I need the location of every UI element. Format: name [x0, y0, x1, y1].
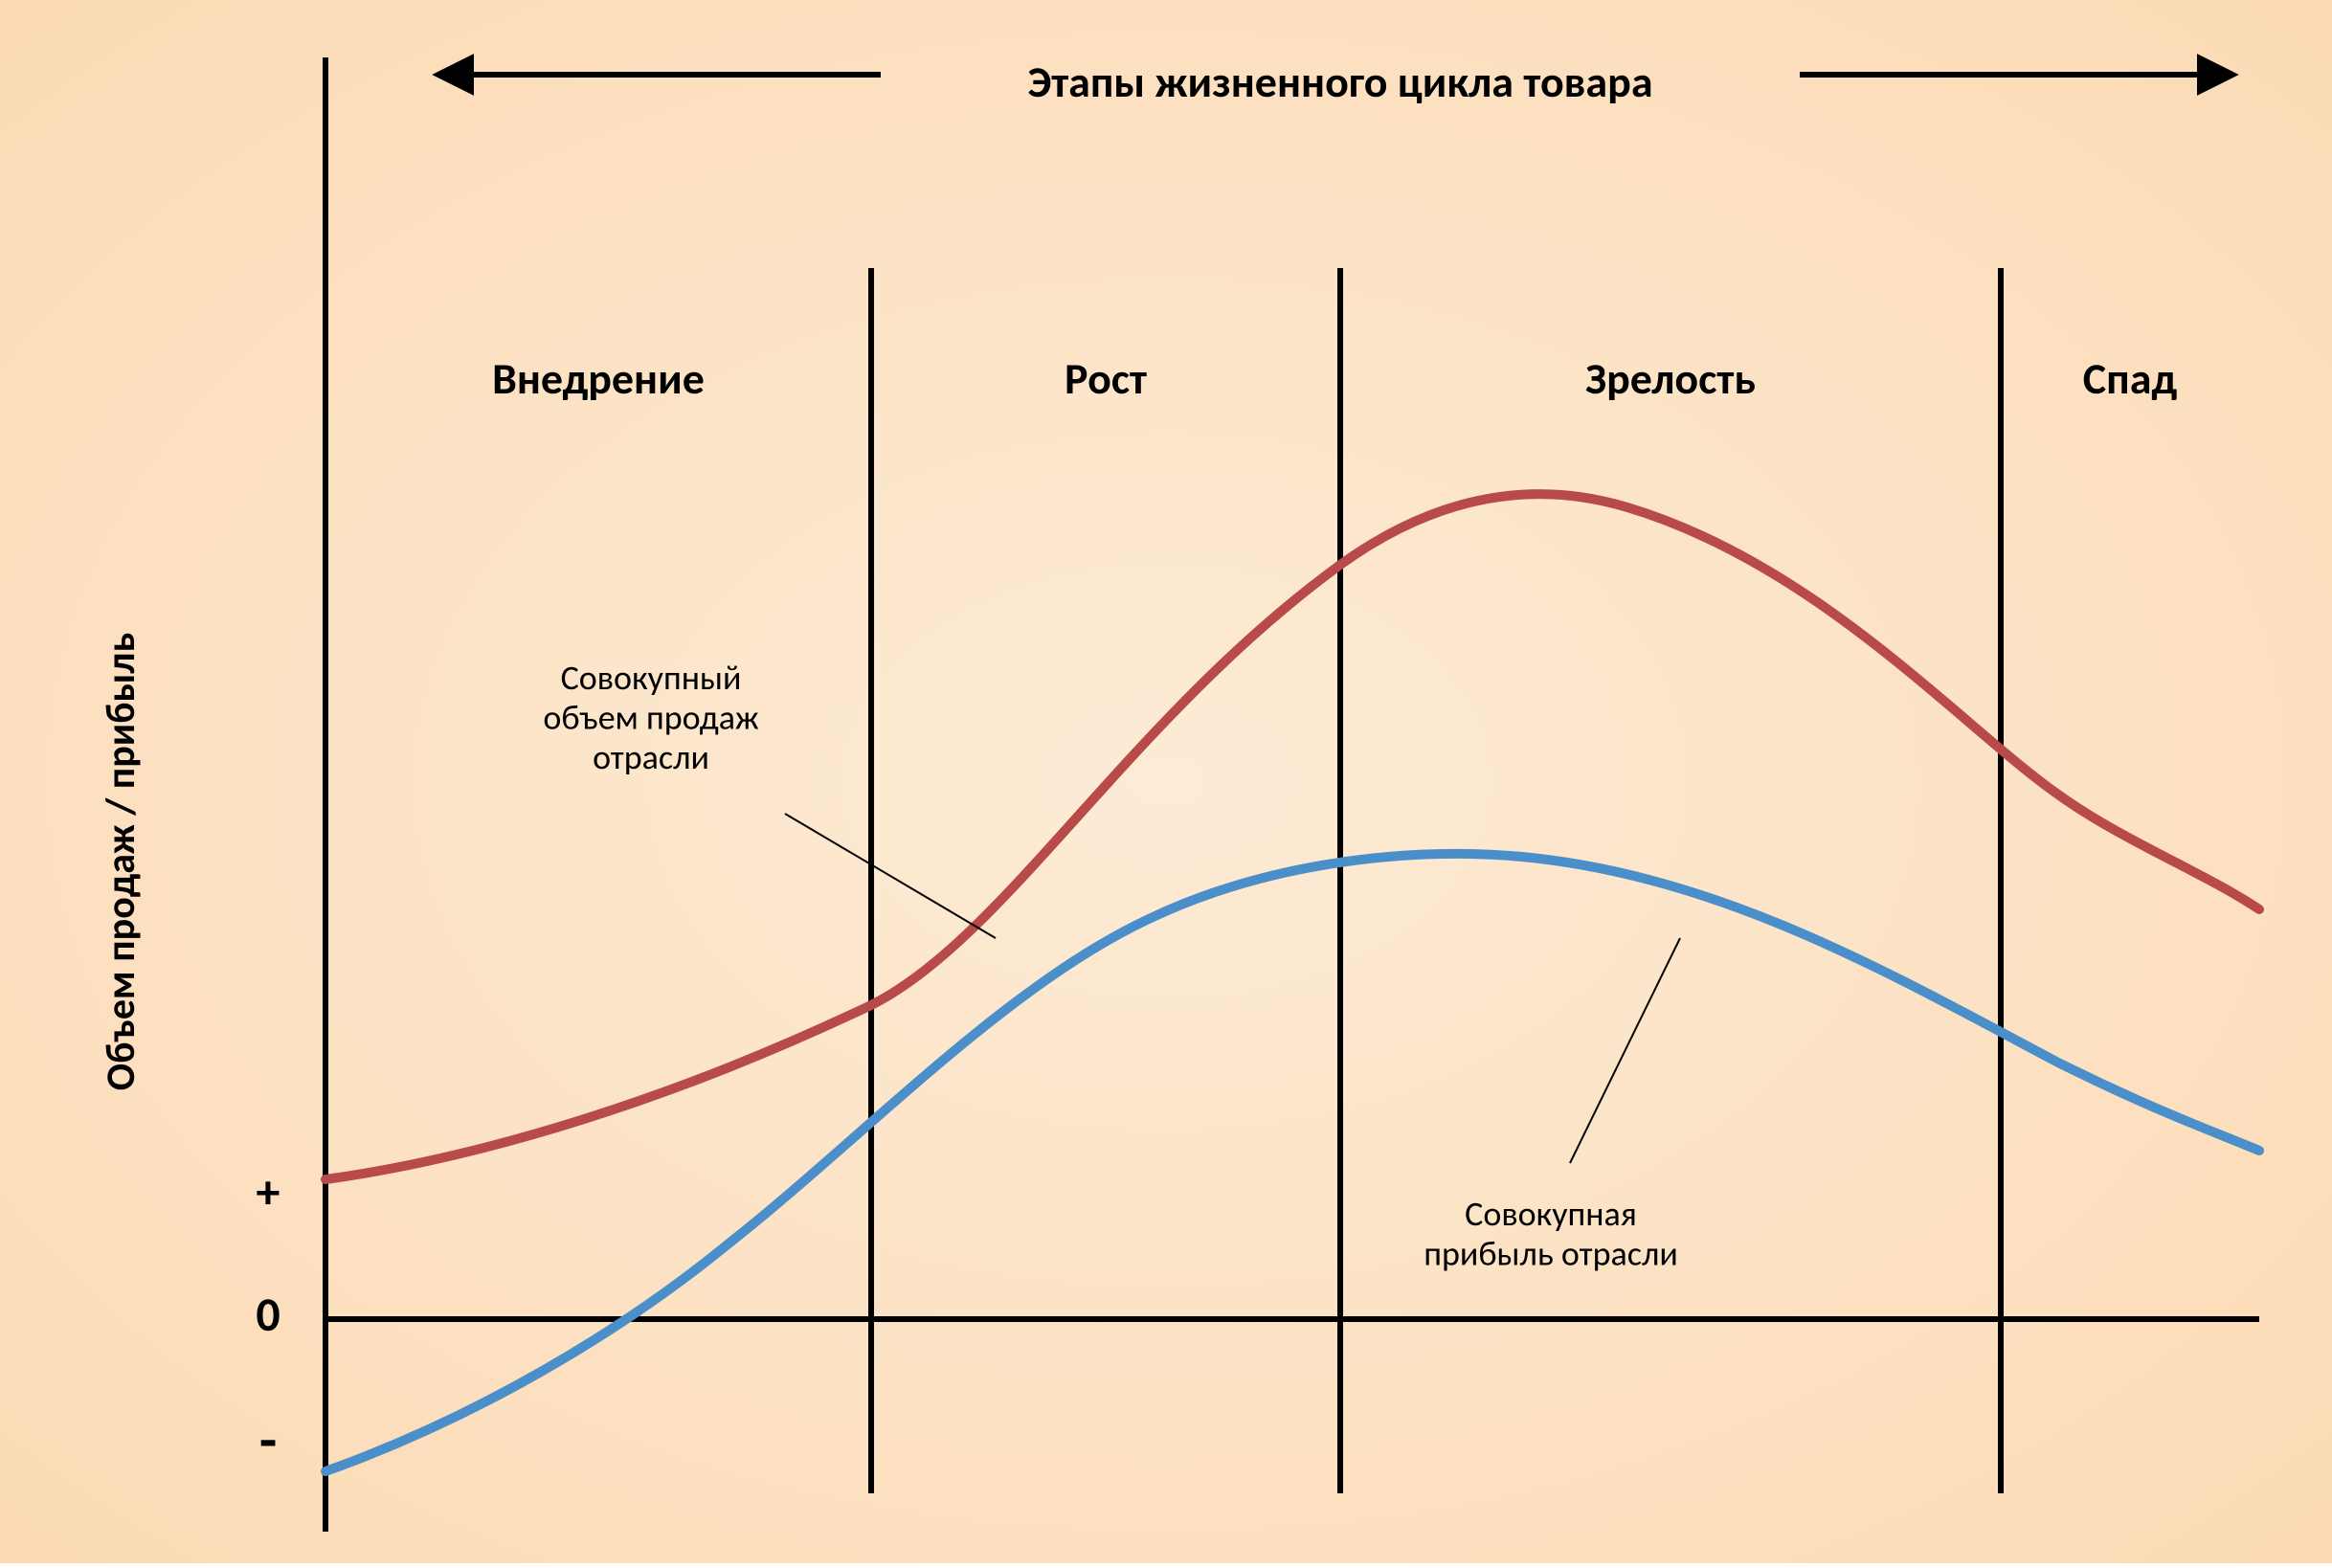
stage-label: Зрелость	[1585, 352, 1756, 406]
chart-svg: Этапы жизненного цикла товара Объем прода…	[0, 0, 2332, 1563]
stage-label: Спад	[2083, 352, 2178, 406]
y-tick-label: 0	[256, 1286, 280, 1344]
y-tick-label: +	[257, 1163, 280, 1221]
stage-label: Рост	[1065, 352, 1147, 406]
y-axis-label: Объем продаж / прибыль	[97, 633, 146, 1091]
chart-background	[0, 0, 2332, 1563]
product-lifecycle-chart: Этапы жизненного цикла товара Объем прода…	[0, 0, 2332, 1563]
stage-label: Внедрение	[492, 352, 705, 406]
y-tick-label: -	[259, 1406, 277, 1476]
chart-title: Этапы жизненного цикла товара	[1027, 56, 1652, 109]
